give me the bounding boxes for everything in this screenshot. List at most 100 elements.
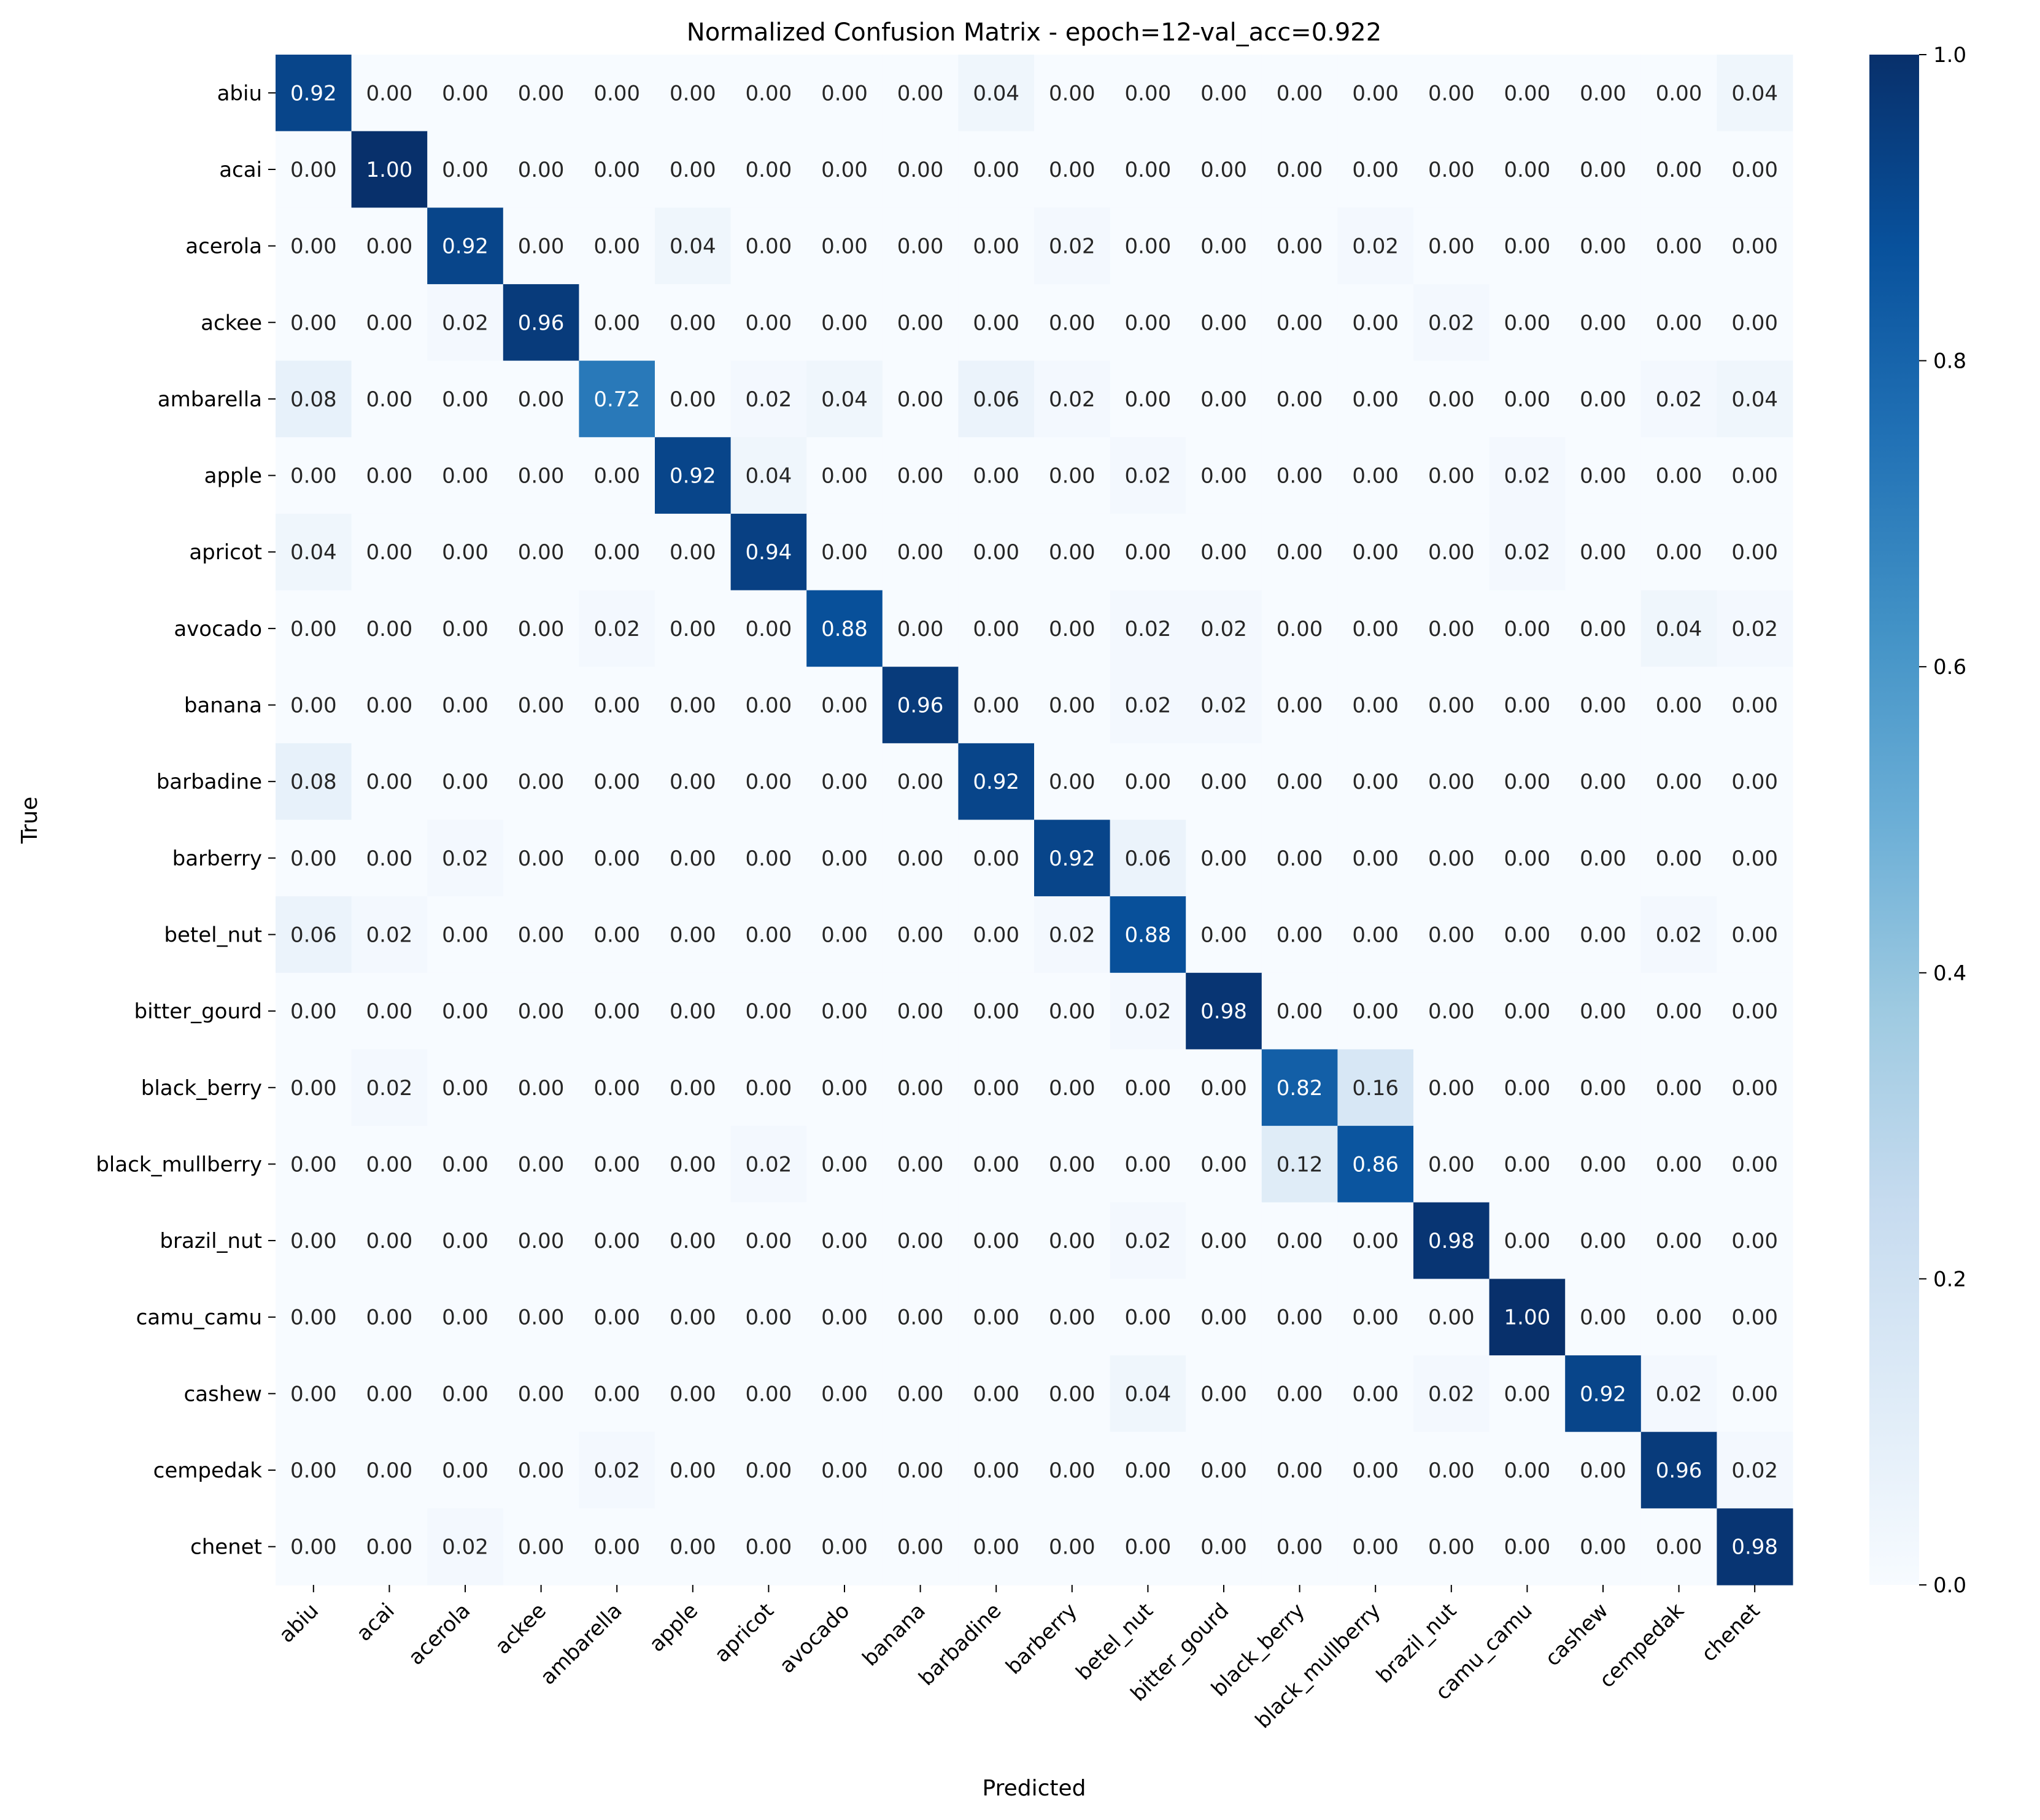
cell-annotation: 0.02: [1656, 1382, 1702, 1406]
cell-annotation: 0.00: [442, 770, 489, 794]
cell-annotation: 0.00: [1352, 464, 1399, 489]
heatmap-cell: [1717, 437, 1793, 514]
heatmap-cell: [1489, 437, 1566, 514]
cell-annotation: 0.00: [1656, 999, 1702, 1024]
heatmap-cell: [1565, 590, 1642, 667]
heatmap-cell: [1717, 131, 1793, 208]
cell-annotation: 0.00: [1352, 540, 1399, 565]
heatmap-cell: [1110, 1431, 1186, 1509]
cell-annotation: 0.00: [442, 540, 489, 565]
heatmap-cell: [730, 1202, 807, 1279]
cell-annotation: 0.00: [973, 1535, 1019, 1560]
heatmap-cell: [1489, 667, 1566, 744]
cell-annotation: 0.00: [1580, 311, 1626, 335]
heatmap-cell: [1640, 1508, 1717, 1586]
x-tick-label: apple: [644, 1598, 703, 1657]
heatmap-cell: [1034, 1202, 1111, 1279]
cell-annotation: 0.00: [670, 1458, 716, 1483]
cell-annotation: 0.00: [442, 617, 489, 641]
cell-annotation: 0.00: [746, 311, 792, 335]
heatmap-cell: [1640, 1202, 1717, 1279]
heatmap-cell: [1110, 1508, 1186, 1586]
cell-annotation: 0.00: [1731, 999, 1778, 1024]
heatmap-cell: [1489, 1202, 1566, 1279]
cell-annotation: 0.00: [442, 1306, 489, 1330]
heatmap-cells: [276, 55, 1793, 1586]
heatmap-cell: [1186, 1126, 1262, 1203]
heatmap-cell: [579, 55, 655, 132]
cell-annotation: 0.00: [1731, 234, 1778, 259]
heatmap-cell: [427, 284, 504, 362]
heatmap-cell: [1640, 819, 1717, 897]
cell-annotation: 0.00: [746, 1306, 792, 1330]
cell-annotation: 0.00: [518, 999, 565, 1024]
cell-annotation: 0.00: [518, 923, 565, 947]
heatmap-cell: [427, 55, 504, 132]
cell-annotation: 0.00: [593, 1229, 640, 1253]
heatmap-cell: [655, 1431, 732, 1509]
cell-annotation: 0.00: [1504, 770, 1551, 794]
cell-annotation: 0.00: [1352, 770, 1399, 794]
y-tick-label: black_mullberry: [96, 1152, 262, 1177]
heatmap-cell: [427, 360, 504, 438]
cell-annotation: 0.00: [1200, 1076, 1247, 1101]
heatmap-cell: [1337, 1126, 1414, 1203]
cell-annotation: 0.00: [366, 1535, 413, 1560]
heatmap-cell: [276, 513, 352, 591]
cell-annotation: 0.92: [1580, 1382, 1626, 1406]
cell-annotation: 0.00: [1200, 1152, 1247, 1177]
heatmap-cell: [427, 667, 504, 744]
cell-annotation: 0.00: [1731, 158, 1778, 182]
heatmap-cell: [1110, 1049, 1186, 1126]
cell-annotation: 0.00: [1200, 923, 1247, 947]
heatmap-cell: [806, 819, 883, 897]
cell-annotation: 0.00: [897, 923, 944, 947]
heatmap-cell: [1186, 1049, 1262, 1126]
heatmap-cell: [958, 667, 1035, 744]
cell-annotation: 0.00: [1277, 464, 1323, 489]
cell-annotation: 0.00: [973, 464, 1019, 489]
heatmap-cell: [1186, 55, 1262, 132]
cell-annotation: 0.00: [821, 770, 868, 794]
cell-annotation: 0.08: [290, 770, 337, 794]
heatmap-cell: [1186, 590, 1262, 667]
cell-annotation: 0.00: [1277, 311, 1323, 335]
heatmap-cell: [1337, 1279, 1414, 1356]
heatmap-cell: [1565, 284, 1642, 362]
heatmap-cell: [655, 437, 732, 514]
heatmap-cell: [1261, 896, 1338, 974]
heatmap-cell: [1337, 55, 1414, 132]
cell-annotation: 0.00: [821, 694, 868, 718]
heatmap-cell: [1034, 590, 1111, 667]
cell-annotation: 0.00: [290, 1076, 337, 1101]
heatmap-cell: [958, 819, 1035, 897]
cell-annotation: 0.00: [746, 846, 792, 871]
heatmap-cell: [427, 131, 504, 208]
heatmap-cell: [1034, 513, 1111, 591]
cell-annotation: 0.00: [1731, 1076, 1778, 1101]
heatmap-cell: [1717, 55, 1793, 132]
heatmap-cell: [882, 819, 959, 897]
heatmap-cell: [1186, 360, 1262, 438]
heatmap-cell: [1640, 1049, 1717, 1126]
heatmap-cell: [351, 207, 428, 285]
heatmap-cell: [1034, 819, 1111, 897]
cell-annotation: 0.16: [1352, 1076, 1399, 1101]
cell-annotation: 0.00: [1731, 1229, 1778, 1253]
cell-annotation: 0.00: [1125, 1076, 1172, 1101]
cell-annotation: 0.00: [1580, 81, 1626, 106]
cell-annotation: 0.00: [1428, 770, 1475, 794]
cell-annotation: 0.12: [1277, 1152, 1323, 1177]
heatmap-cell: [579, 896, 655, 974]
heatmap-cell: [1717, 284, 1793, 362]
heatmap-cell: [1261, 667, 1338, 744]
cell-annotation: 0.00: [1277, 694, 1323, 718]
cell-annotation: 0.00: [973, 1229, 1019, 1253]
cell-annotation: 0.00: [1352, 158, 1399, 182]
heatmap-cell: [351, 819, 428, 897]
heatmap-cell: [276, 1508, 352, 1586]
cell-annotation: 0.00: [1656, 540, 1702, 565]
cell-annotation: 0.04: [821, 387, 868, 412]
heatmap-cell: [730, 131, 807, 208]
cell-annotation: 0.02: [1049, 923, 1095, 947]
